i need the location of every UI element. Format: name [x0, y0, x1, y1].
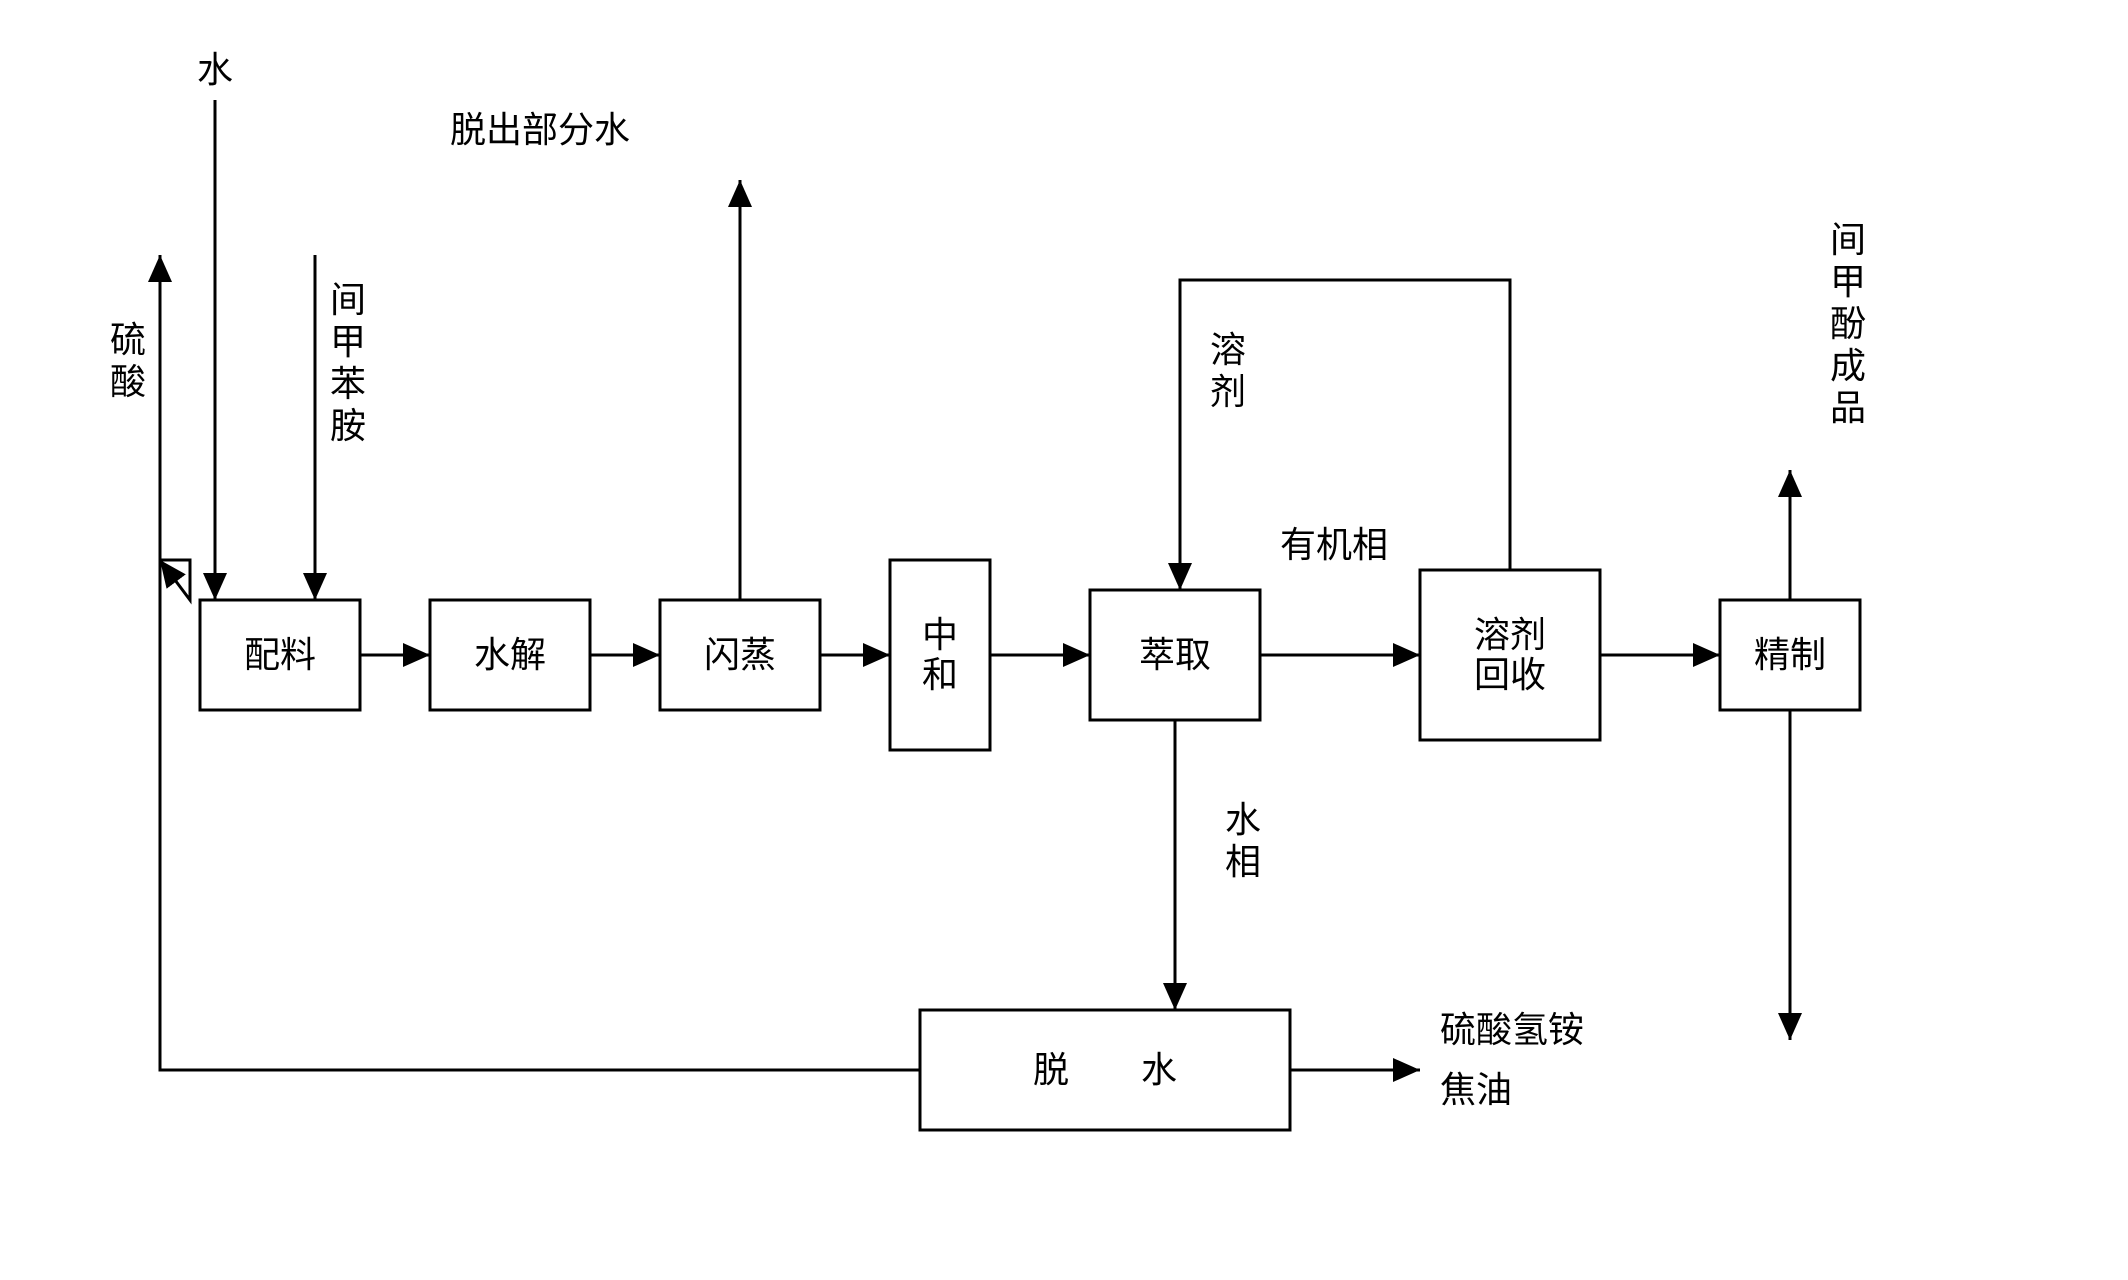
svg-text:和: 和 — [922, 655, 958, 695]
node-label-refine: 精制 — [1754, 635, 1826, 675]
node-label-neutral: 中 — [922, 615, 958, 655]
label-organic: 有机相 — [1280, 525, 1388, 565]
node-label-hydro: 水解 — [474, 635, 546, 675]
label-partial_water: 脱出部分水 — [450, 110, 630, 150]
label-bisulfate: 硫酸氢铵 — [1440, 1010, 1584, 1050]
label-product: 间甲酚成品 — [1830, 220, 1866, 428]
node-label-dewater: 脱 水 — [1033, 1050, 1177, 1090]
edge-sulfuric-to-mix — [160, 255, 190, 600]
svg-text:回收: 回收 — [1474, 655, 1546, 695]
label-aqueous: 水相 — [1225, 800, 1261, 882]
node-label-flash: 闪蒸 — [704, 635, 776, 675]
label-water_in: 水 — [197, 50, 233, 90]
label-solvent: 溶剂 — [1210, 330, 1246, 412]
label-sulfuric: 硫酸 — [110, 320, 146, 402]
node-label-extract: 萃取 — [1139, 635, 1211, 675]
label-toluidine: 间甲苯胺 — [330, 280, 366, 446]
node-label-mix: 配料 — [244, 635, 316, 675]
label-tar: 焦油 — [1440, 1070, 1512, 1110]
node-label-recover: 溶剂 — [1474, 615, 1546, 655]
